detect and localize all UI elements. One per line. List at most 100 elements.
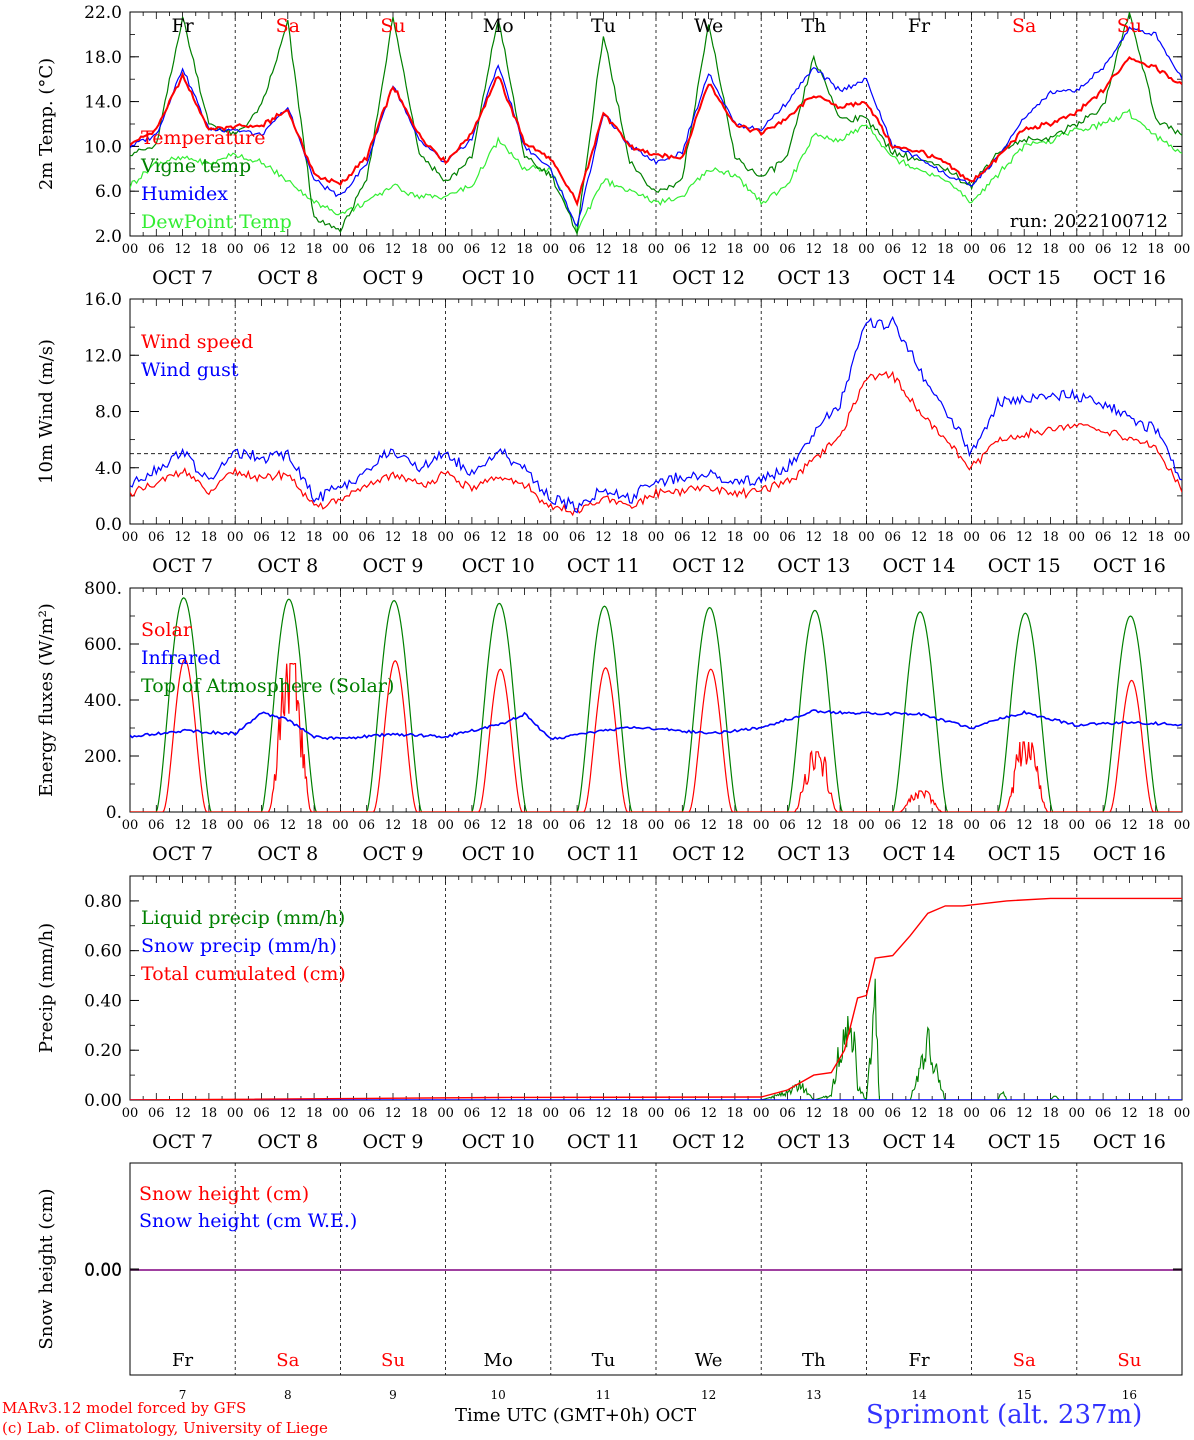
hour-tick-label: 18 xyxy=(727,818,744,833)
weekday-label: Su xyxy=(380,15,405,37)
hour-tick-label: 06 xyxy=(358,242,375,257)
hour-tick-label: 12 xyxy=(806,1106,823,1121)
date-label: OCT 16 xyxy=(1093,267,1166,289)
day-number-label: 14 xyxy=(911,1388,927,1402)
hour-tick-label: 06 xyxy=(779,242,796,257)
hour-tick-label: 06 xyxy=(253,530,270,545)
weekday-label: Fr xyxy=(908,15,931,37)
hour-tick-label: 06 xyxy=(148,818,165,833)
hour-tick-label: 18 xyxy=(1042,530,1059,545)
hour-tick-label: 00 xyxy=(332,1106,349,1121)
legend-entry: DewPoint Temp xyxy=(141,211,292,233)
hour-tick-label: 18 xyxy=(937,242,954,257)
hour-tick-label: 00 xyxy=(437,242,454,257)
y-tick-label: 22.0 xyxy=(84,3,122,23)
legend-entry: Liquid precip (mm/h) xyxy=(141,907,345,929)
hour-tick-label: 12 xyxy=(490,242,507,257)
series-line-solar xyxy=(130,658,1182,812)
hour-tick-label: 06 xyxy=(358,530,375,545)
legend-entry: Top of Atmosphere (Solar) xyxy=(141,675,394,697)
hour-tick-label: 00 xyxy=(858,242,875,257)
hour-tick-label: 00 xyxy=(227,530,244,545)
hour-tick-label: 00 xyxy=(963,530,980,545)
hour-tick-label: 00 xyxy=(227,818,244,833)
weekday-label: We xyxy=(695,1350,723,1371)
hour-tick-label: 18 xyxy=(201,1106,218,1121)
day-number-label: 8 xyxy=(284,1388,292,1402)
date-label: OCT 12 xyxy=(672,843,745,865)
hour-tick-label: 18 xyxy=(516,242,533,257)
y-tick-label: 0.80 xyxy=(84,892,122,912)
weekday-label: We xyxy=(694,15,723,37)
hour-tick-label: 06 xyxy=(253,242,270,257)
hour-tick-label: 00 xyxy=(753,530,770,545)
hour-tick-label: 00 xyxy=(332,530,349,545)
weekday-label: Th xyxy=(802,1350,826,1371)
hour-tick-label: 06 xyxy=(148,530,165,545)
hour-tick-label: 12 xyxy=(700,242,717,257)
hour-tick-label: 00 xyxy=(122,818,139,833)
day-number-label: 15 xyxy=(1017,1388,1032,1402)
hour-tick-label: 00 xyxy=(1174,1106,1191,1121)
hour-tick-label: 12 xyxy=(700,1106,717,1121)
hour-tick-label: 00 xyxy=(1069,818,1086,833)
hour-tick-label: 00 xyxy=(963,818,980,833)
hour-tick-label: 18 xyxy=(621,242,638,257)
day-number-label: 13 xyxy=(806,1388,821,1402)
y-tick-label: 0. xyxy=(106,803,122,823)
hour-tick-label: 06 xyxy=(674,1106,691,1121)
date-label: OCT 9 xyxy=(363,267,424,289)
legend-entry: Vigne temp xyxy=(140,155,251,177)
hour-tick-label: 00 xyxy=(543,1106,560,1121)
hour-tick-label: 06 xyxy=(464,1106,481,1121)
hour-tick-label: 06 xyxy=(253,1106,270,1121)
hour-tick-label: 00 xyxy=(648,530,665,545)
weekday-label: Sa xyxy=(1013,1350,1036,1371)
y-tick-label: 2.0 xyxy=(95,227,122,247)
date-label: OCT 7 xyxy=(152,267,213,289)
y-tick-label: 0.60 xyxy=(84,942,122,962)
date-label: OCT 13 xyxy=(777,1131,850,1153)
hour-tick-label: 06 xyxy=(990,530,1007,545)
weekday-label: Mo xyxy=(484,1350,513,1371)
date-label: OCT 10 xyxy=(462,555,535,577)
date-label: OCT 16 xyxy=(1093,1131,1166,1153)
hour-tick-label: 00 xyxy=(543,242,560,257)
hour-tick-label: 18 xyxy=(1147,1106,1164,1121)
day-number-label: 9 xyxy=(389,1388,397,1402)
hour-tick-label: 12 xyxy=(911,1106,928,1121)
hour-tick-label: 00 xyxy=(648,1106,665,1121)
hour-tick-label: 06 xyxy=(569,242,586,257)
y-tick-label: 0.00 xyxy=(84,1091,122,1111)
hour-tick-label: 06 xyxy=(1095,818,1112,833)
hour-tick-label: 12 xyxy=(174,1106,191,1121)
hour-tick-label: 00 xyxy=(753,1106,770,1121)
hour-tick-label: 00 xyxy=(437,530,454,545)
data-layer xyxy=(130,597,1182,812)
hour-tick-label: 18 xyxy=(306,818,323,833)
date-label: OCT 13 xyxy=(777,267,850,289)
date-label: OCT 15 xyxy=(988,1131,1061,1153)
hour-tick-label: 18 xyxy=(937,818,954,833)
hour-tick-label: 12 xyxy=(1016,818,1033,833)
day-number-label: 10 xyxy=(491,1388,506,1402)
date-label: OCT 14 xyxy=(882,843,955,865)
hour-tick-label: 12 xyxy=(280,818,297,833)
plot-frame xyxy=(129,11,1183,237)
y-tick-label: 600. xyxy=(84,635,122,655)
hour-tick-label: 12 xyxy=(385,818,402,833)
hour-tick-label: 18 xyxy=(621,1106,638,1121)
date-label: OCT 12 xyxy=(672,555,745,577)
day-number-label: 11 xyxy=(596,1388,611,1402)
weekday-label: Fr xyxy=(908,1350,929,1371)
y-tick-label: 4.0 xyxy=(95,459,122,479)
y-axis-title: Energy fluxes (W/m²) xyxy=(36,603,57,797)
hour-tick-label: 06 xyxy=(884,530,901,545)
hour-tick-label: 06 xyxy=(464,242,481,257)
hour-tick-label: 18 xyxy=(306,530,323,545)
panel-1: 22.0 18.0 14.0 10.0 6.0 2.0 2m Temp. (°C) 00 06 1… xyxy=(36,3,1190,289)
y-tick-label: 200. xyxy=(84,747,122,767)
lab-credit: (c) Lab. of Climatology, University of L… xyxy=(2,1419,328,1437)
hour-tick-label: 12 xyxy=(1121,1106,1138,1121)
